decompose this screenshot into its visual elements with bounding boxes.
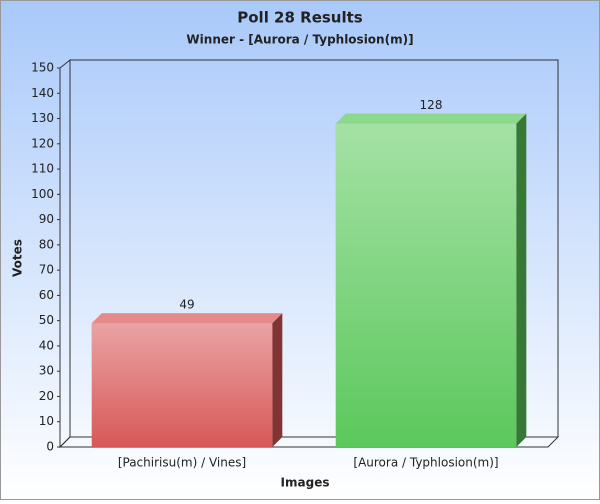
y-tick-label: 150: [31, 61, 54, 75]
y-tick-label: 40: [39, 338, 54, 352]
y-tick-label: 50: [39, 313, 54, 327]
bar-side-shade: [272, 313, 283, 447]
x-axis-label: Images: [281, 476, 330, 490]
y-tick-label: 120: [31, 136, 54, 150]
x-tick-label: [Pachirisu(m) / Vines]: [118, 456, 246, 470]
y-tick-label: 110: [31, 162, 54, 176]
value-label: 49: [179, 298, 194, 312]
bar-side: [272, 313, 283, 447]
y-tick-label: 70: [39, 263, 54, 277]
y-tick-label: 60: [39, 288, 54, 302]
x-tick-label: [Aurora / Typhlosion(m)]: [353, 456, 498, 470]
y-tick-label: 30: [39, 364, 54, 378]
bar-side: [516, 113, 527, 447]
y-tick-label: 130: [31, 111, 54, 125]
y-tick-label: 20: [39, 389, 54, 403]
y-tick-label: 0: [46, 440, 54, 454]
bar-highlight: [335, 123, 517, 447]
bar-highlight: [91, 323, 273, 447]
bar-top-light: [91, 313, 283, 324]
bar-top-light: [335, 113, 527, 124]
bar-side-shade: [516, 113, 527, 447]
y-tick-label: 140: [31, 86, 54, 100]
y-axis-label: Votes: [11, 239, 25, 277]
bar-top: [91, 313, 283, 324]
y-tick-label: 80: [39, 237, 54, 251]
y-tick-label: 10: [39, 414, 54, 428]
chart-subtitle: Winner - [Aurora / Typhlosion(m)]: [186, 33, 413, 47]
chart-title: Poll 28 Results: [237, 9, 363, 27]
y-tick-label: 90: [39, 212, 54, 226]
value-label: 128: [420, 98, 443, 112]
bar-top: [335, 113, 527, 124]
y-tick-label: 100: [31, 187, 54, 201]
